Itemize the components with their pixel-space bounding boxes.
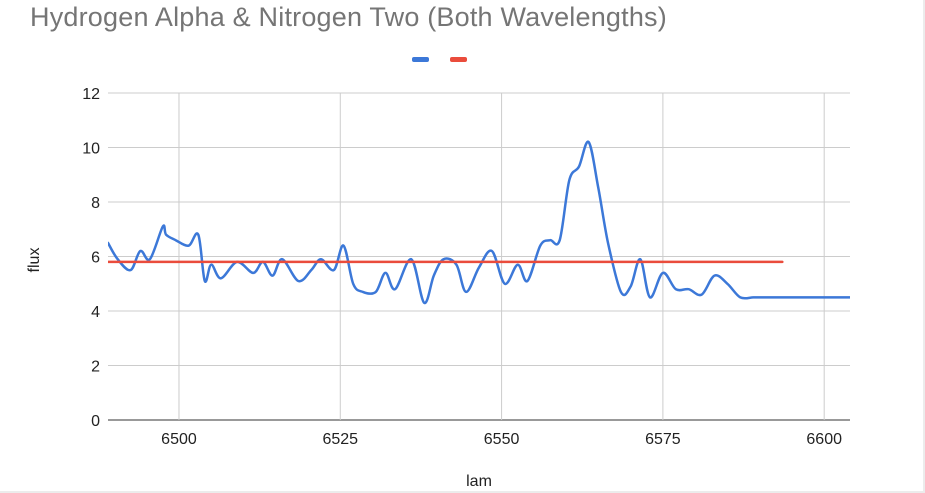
y-tick-label: 4: [91, 304, 100, 321]
chart-title: Hydrogen Alpha & Nitrogen Two (Both Wave…: [30, 2, 667, 32]
y-tick-label: 12: [82, 86, 100, 103]
legend-swatch-1: [412, 57, 429, 62]
x-tick-label: 6525: [322, 431, 358, 448]
x-tick-label: 6500: [161, 431, 197, 448]
y-tick-label: 2: [91, 359, 100, 376]
series-line-1: [108, 140, 850, 305]
x-tick-label: 6575: [645, 431, 681, 448]
x-tick-label: 6550: [484, 431, 520, 448]
y-tick-label: 6: [91, 250, 100, 267]
x-axis-title: lam: [466, 473, 492, 490]
y-tick-label: 10: [82, 141, 100, 158]
legend-swatch-2: [450, 57, 467, 62]
y-tick-label: 0: [91, 413, 100, 430]
x-tick-label: 6600: [806, 431, 842, 448]
y-tick-label: 8: [91, 195, 100, 212]
y-axis-title: flux: [26, 248, 43, 273]
